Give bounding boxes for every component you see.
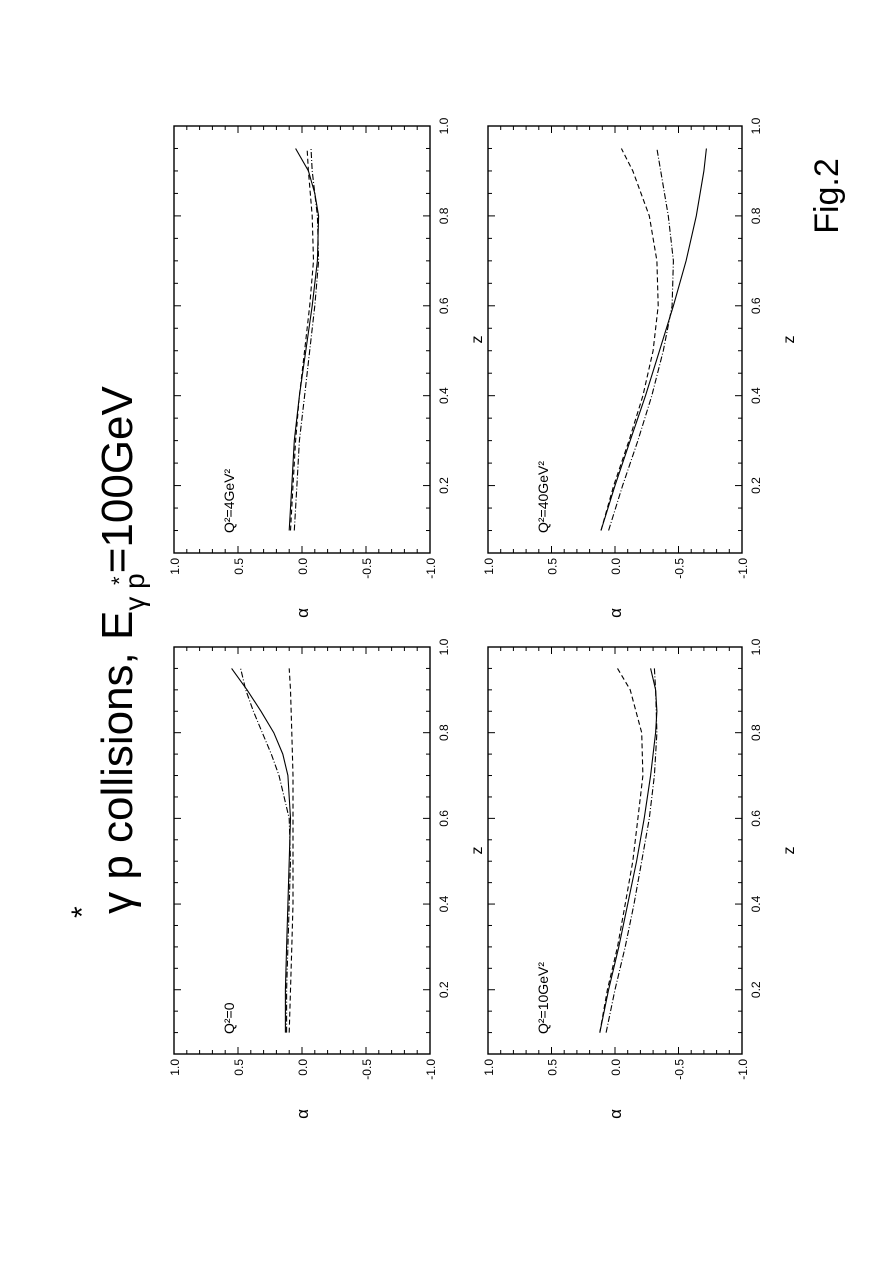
z-tick-label: 0.4 <box>749 387 763 404</box>
z-axis-label: z <box>781 847 798 855</box>
title-star-gamma: * <box>66 906 99 918</box>
series-line-dashdot <box>605 668 658 1033</box>
alpha-tick-label: -1.0 <box>736 558 750 579</box>
alpha-tick-label: 1.0 <box>482 558 496 575</box>
series-line-dashed <box>289 148 315 531</box>
alpha-tick-label: -1.0 <box>424 558 438 579</box>
series-line-solid <box>599 668 658 1033</box>
z-axis-label: z <box>469 336 486 344</box>
z-tick-label: 0.2 <box>437 981 451 998</box>
alpha-axis-label: α <box>606 1109 625 1119</box>
alpha-tick-label: -1.0 <box>424 1059 438 1080</box>
alpha-tick-label: 1.0 <box>168 558 182 575</box>
z-tick-label: 0.8 <box>749 207 763 224</box>
alpha-axis-label: α <box>293 608 312 618</box>
alpha-tick-label: -0.5 <box>360 1059 374 1080</box>
panel-3: 1.0 0.5 0.0 -0.5 -1.0 0.2 0.4 0.6 0.8 1.0 z α Q²=40G… <box>482 117 798 618</box>
alpha-tick-label: 0.0 <box>296 1059 310 1076</box>
alpha-tick-label: -0.5 <box>673 558 687 579</box>
figure-title: γ p collisions, Eγ p=100GeV * * <box>66 385 150 918</box>
q2-annotation: Q²=0 <box>221 1002 237 1034</box>
z-tick-label: 0.2 <box>749 477 763 494</box>
panel-0: 1.0 0.5 0.0 -0.5 -1.0 0.2 0.4 0.6 0.8 1.0 z α Q²=0 <box>168 638 486 1119</box>
plot-frame <box>173 646 431 1055</box>
plot-frame <box>173 125 431 554</box>
series-line-solid <box>231 668 292 1033</box>
z-tick-label: 0.6 <box>749 810 763 827</box>
alpha-tick-label: 1.0 <box>168 1059 182 1076</box>
title-main: γ p collisions, E <box>93 611 142 914</box>
z-tick-label: 1.0 <box>749 117 763 134</box>
panel-2: 1.0 0.5 0.0 -0.5 -1.0 0.2 0.4 0.6 0.8 1.0 z α Q²=10G… <box>482 638 798 1119</box>
z-tick-label: 0.8 <box>437 724 451 741</box>
z-tick-label: 0.6 <box>749 297 763 314</box>
q2-annotation: Q²=40GeV² <box>535 461 551 533</box>
alpha-tick-label: 0.5 <box>546 558 560 575</box>
z-tick-label: 0.4 <box>437 387 451 404</box>
q2-annotation: Q²=10GeV² <box>535 962 551 1034</box>
alpha-tick-label: 0.5 <box>546 1059 560 1076</box>
series-line-dashed <box>288 668 294 1033</box>
title-star-energy: * <box>107 576 132 585</box>
q2-annotation: Q²=4GeV² <box>221 468 237 533</box>
z-tick-label: 1.0 <box>437 117 451 134</box>
series-line-solid <box>288 148 320 531</box>
series-line-dashdot <box>293 148 320 531</box>
plot-frame <box>487 646 743 1055</box>
z-tick-label: 0.2 <box>749 981 763 998</box>
panels-group: 1.0 0.5 0.0 -0.5 -1.00.20.40.60.81.0zαQ²=01.… <box>168 117 798 1119</box>
alpha-tick-label: 0.0 <box>296 558 310 575</box>
alpha-tick-label: -0.5 <box>360 558 374 579</box>
alpha-axis-label: α <box>293 1109 312 1119</box>
alpha-tick-label: 0.5 <box>232 1059 246 1076</box>
z-axis-label: z <box>469 847 486 855</box>
plot-frame <box>487 125 743 554</box>
alpha-tick-label: -1.0 <box>736 1059 750 1080</box>
series-line-dashed <box>599 668 644 1033</box>
alpha-tick-label: 0.0 <box>609 1059 623 1076</box>
title-tail: =100GeV <box>93 385 142 573</box>
series-line-dashed <box>600 148 659 531</box>
alpha-tick-label: 1.0 <box>482 1059 496 1076</box>
alpha-tick-label: 0.5 <box>232 558 246 575</box>
z-tick-label: 0.4 <box>437 895 451 912</box>
alpha-tick-label: -0.5 <box>673 1059 687 1080</box>
z-tick-label: 0.6 <box>437 297 451 314</box>
title-sub-gp: γ p <box>119 573 150 610</box>
alpha-tick-label: 0.0 <box>609 558 623 575</box>
panel-1: 1.0 0.5 0.0 -0.5 -1.0 0.2 0.4 0.6 0.8 1.0 z α Q²=4Ge… <box>168 117 486 618</box>
z-tick-label: 0.2 <box>437 477 451 494</box>
z-tick-label: 0.6 <box>437 810 451 827</box>
svg-text:γ p collisions, Eγ p=100GeV: γ p collisions, Eγ p=100GeV <box>93 385 150 913</box>
series-line-solid <box>600 148 707 531</box>
z-tick-label: 0.8 <box>749 724 763 741</box>
z-axis-label: z <box>781 336 798 344</box>
series-line-dashdot <box>240 668 292 1033</box>
alpha-axis-label: α <box>606 608 625 618</box>
z-tick-label: 1.0 <box>749 638 763 655</box>
z-tick-label: 0.8 <box>437 207 451 224</box>
z-tick-label: 1.0 <box>437 638 451 655</box>
series-line-dashdot <box>608 148 674 531</box>
z-tick-label: 0.4 <box>749 895 763 912</box>
figure-caption: Fig.2 <box>808 158 846 234</box>
